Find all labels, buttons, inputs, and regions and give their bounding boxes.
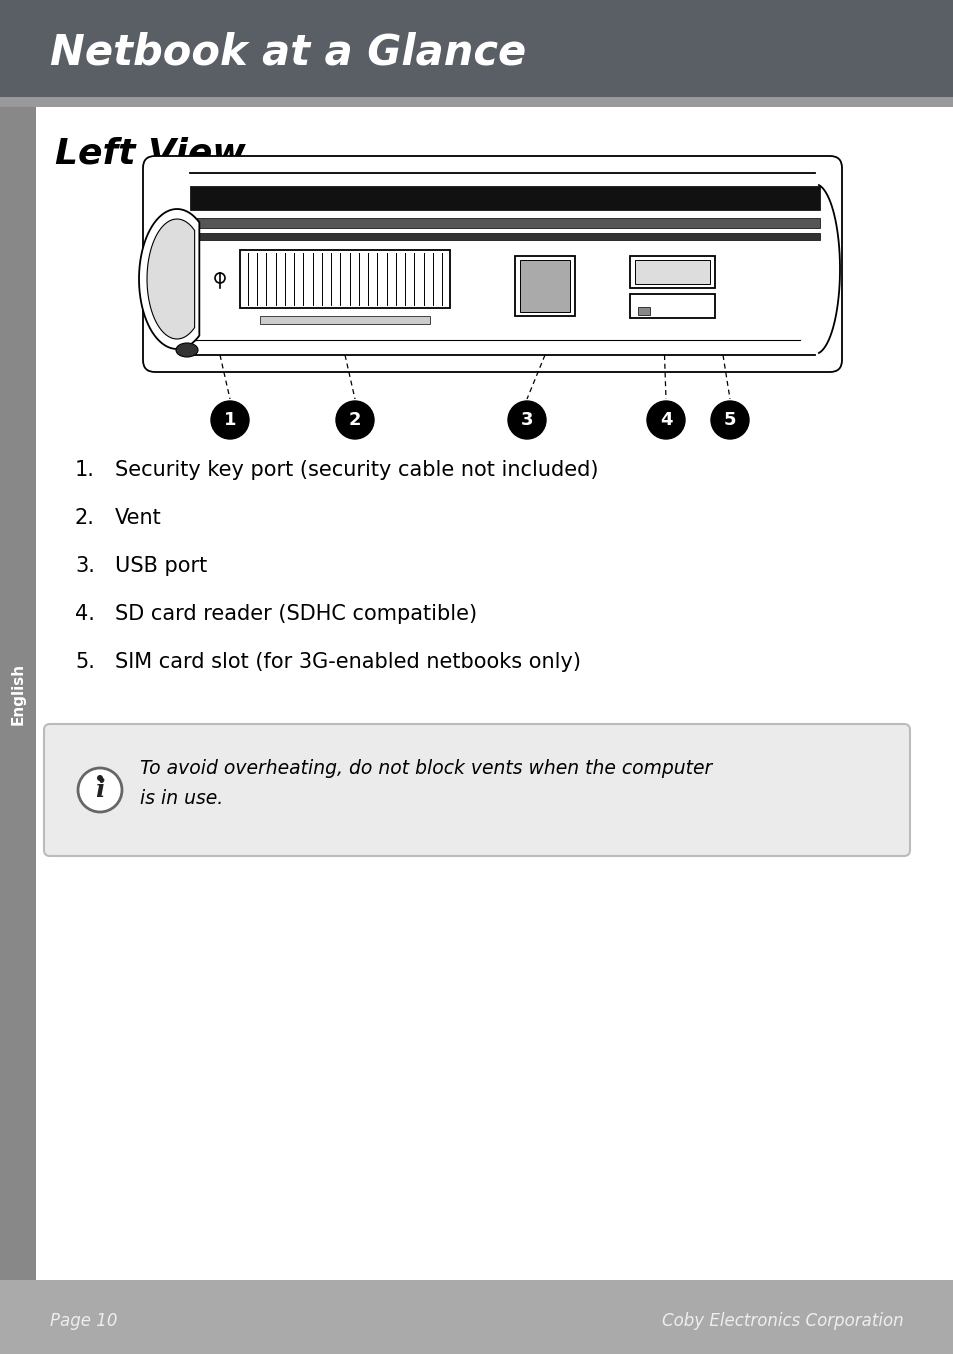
- FancyBboxPatch shape: [44, 724, 909, 856]
- Bar: [635, 260, 709, 284]
- Text: Left View: Left View: [55, 137, 246, 171]
- Circle shape: [710, 401, 748, 439]
- Circle shape: [214, 274, 225, 283]
- Text: 3.: 3.: [75, 556, 94, 575]
- Text: is in use.: is in use.: [140, 788, 223, 807]
- Text: 2.: 2.: [75, 508, 94, 528]
- Text: Netbook at a Glance: Netbook at a Glance: [50, 31, 526, 73]
- Bar: [260, 315, 430, 324]
- Circle shape: [211, 401, 249, 439]
- Text: Security key port (security cable not included): Security key port (security cable not in…: [115, 460, 598, 481]
- Text: 1: 1: [224, 412, 236, 429]
- Text: 4: 4: [659, 412, 672, 429]
- Text: 2: 2: [349, 412, 361, 429]
- Circle shape: [646, 401, 684, 439]
- Bar: [629, 256, 714, 288]
- Polygon shape: [139, 209, 199, 349]
- Bar: [0, 107, 36, 1280]
- Polygon shape: [147, 219, 194, 338]
- Bar: [0, 0, 953, 97]
- Text: i: i: [95, 779, 105, 802]
- Circle shape: [78, 768, 122, 812]
- Text: 1.: 1.: [75, 460, 94, 481]
- Bar: [240, 250, 450, 307]
- Ellipse shape: [175, 343, 198, 357]
- Text: 5: 5: [723, 412, 736, 429]
- Bar: [190, 233, 820, 240]
- Bar: [515, 256, 575, 315]
- Bar: [190, 218, 820, 227]
- Text: 5.: 5.: [75, 653, 94, 672]
- FancyBboxPatch shape: [143, 156, 841, 372]
- Text: English: English: [10, 662, 26, 724]
- Text: Coby Electronics Corporation: Coby Electronics Corporation: [661, 1312, 903, 1330]
- Bar: [638, 307, 649, 315]
- Text: Vent: Vent: [115, 508, 162, 528]
- Text: SD card reader (SDHC compatible): SD card reader (SDHC compatible): [115, 604, 476, 624]
- Bar: [519, 260, 569, 311]
- Bar: [190, 185, 820, 210]
- Bar: [0, 97, 953, 107]
- Circle shape: [507, 401, 545, 439]
- Text: 4.: 4.: [75, 604, 94, 624]
- Text: To avoid overheating, do not block vents when the computer: To avoid overheating, do not block vents…: [140, 758, 712, 777]
- Text: SIM card slot (for 3G-enabled netbooks only): SIM card slot (for 3G-enabled netbooks o…: [115, 653, 580, 672]
- Circle shape: [335, 401, 374, 439]
- Text: Page 10: Page 10: [50, 1312, 117, 1330]
- Text: 3: 3: [520, 412, 533, 429]
- Text: USB port: USB port: [115, 556, 207, 575]
- Bar: [629, 294, 714, 318]
- Circle shape: [97, 774, 103, 781]
- Bar: [0, 1280, 953, 1354]
